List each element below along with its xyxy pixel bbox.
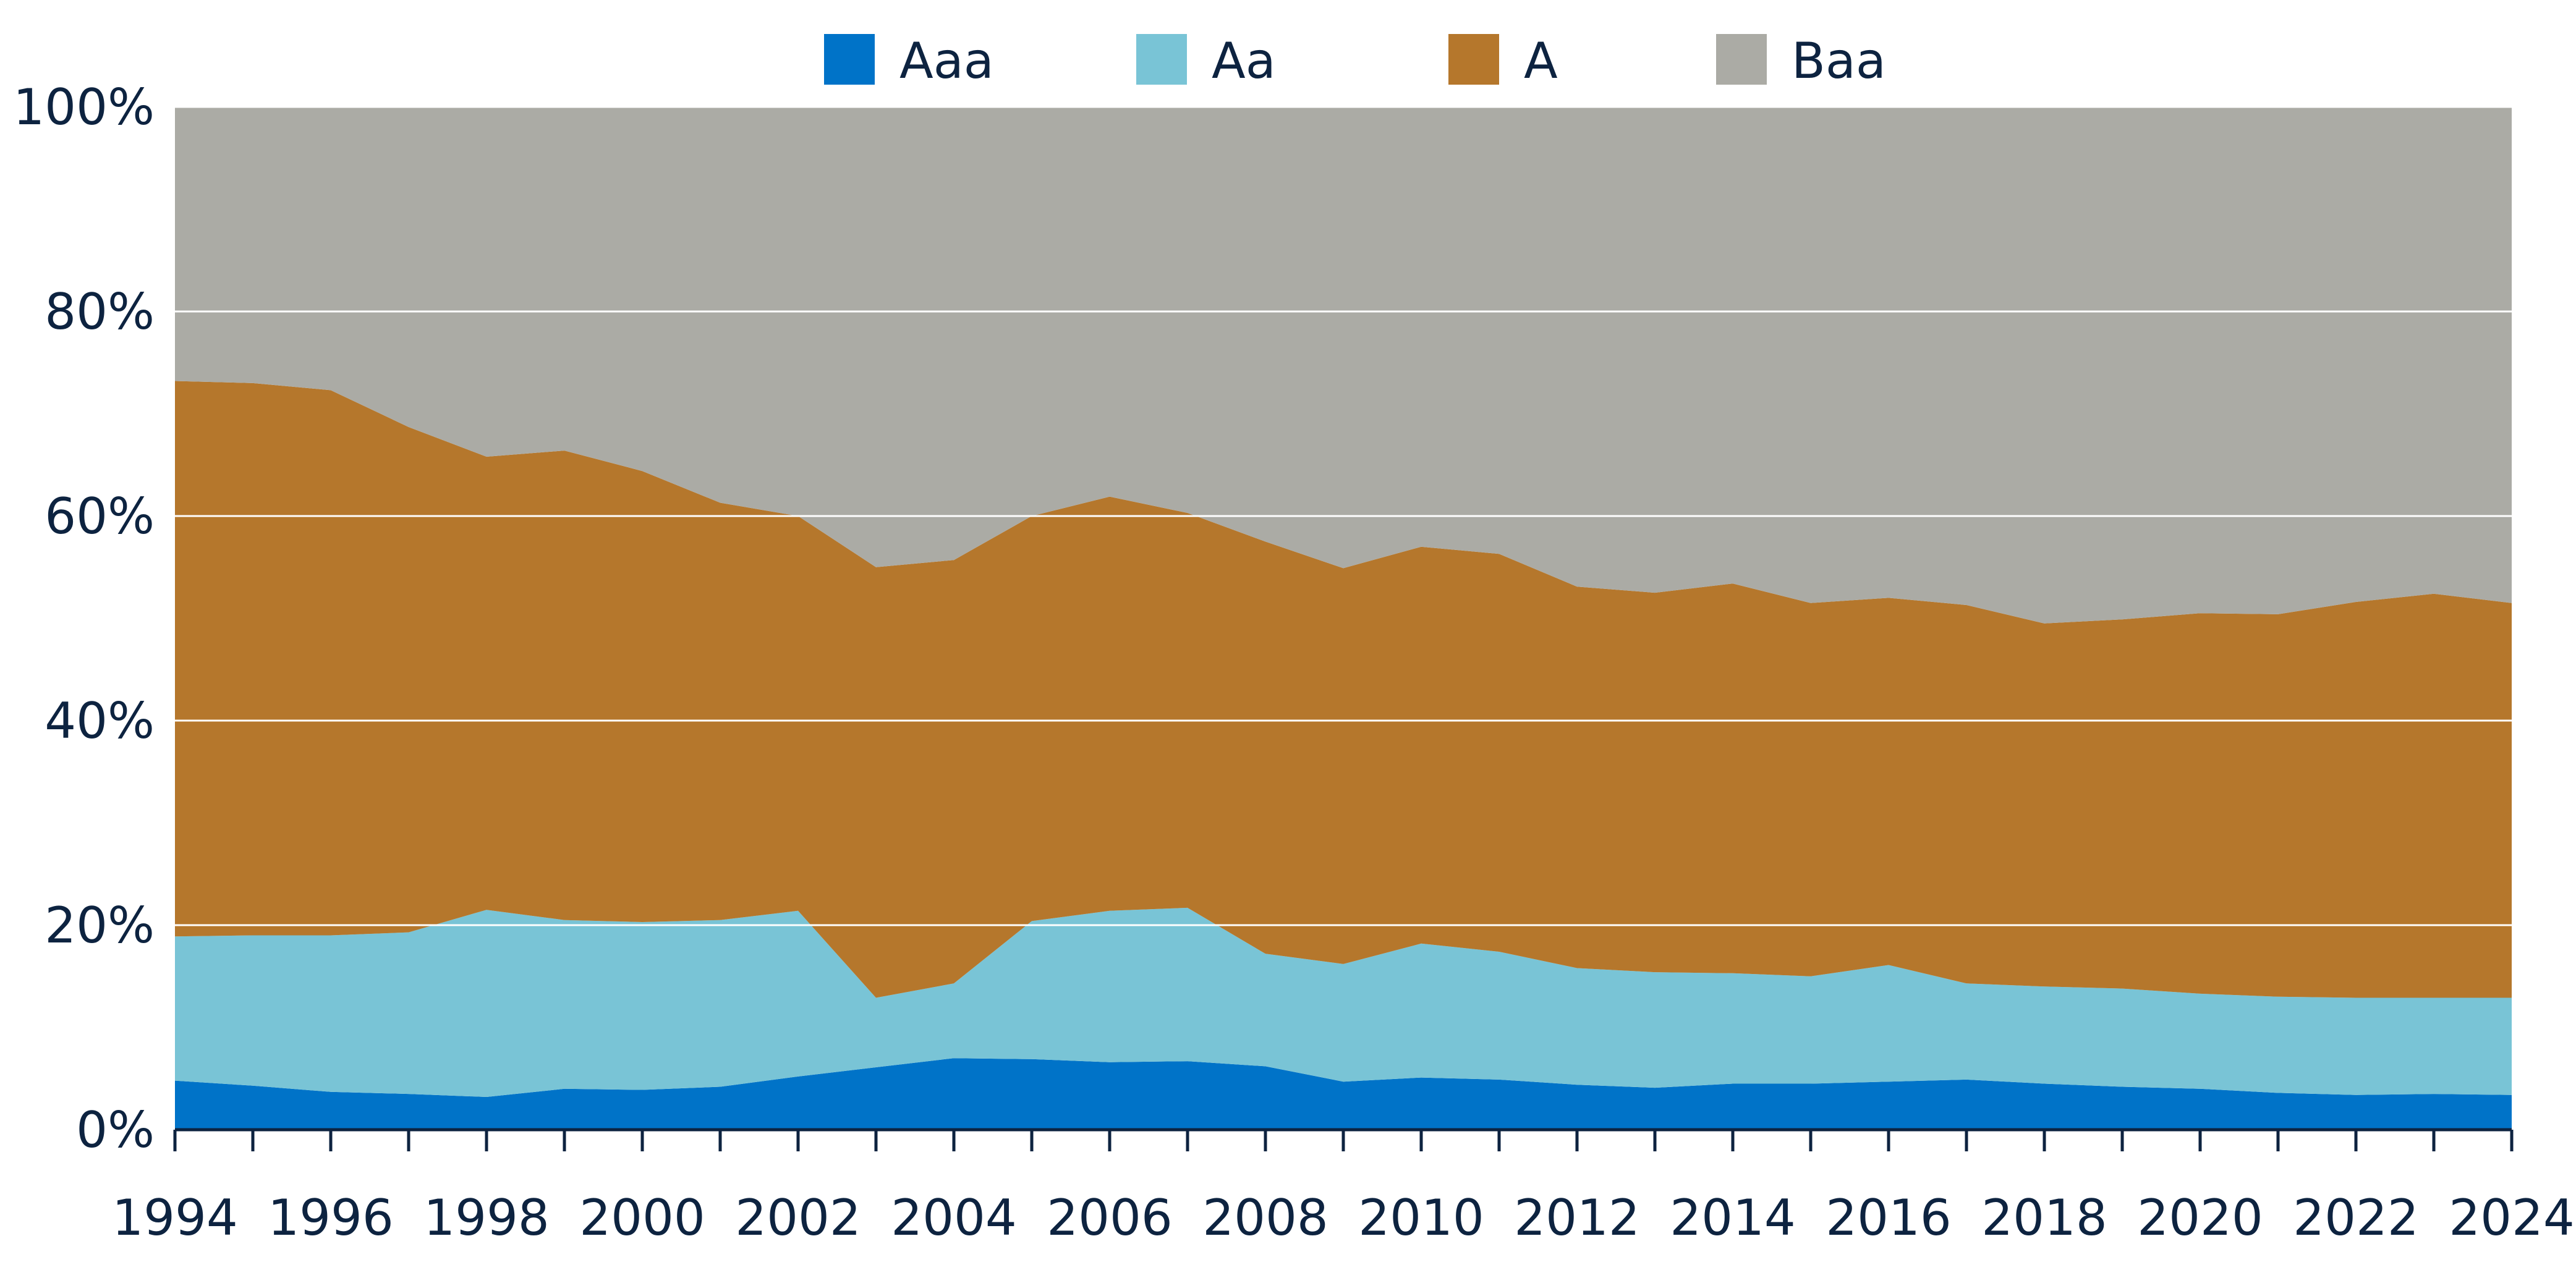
x-tick-label: 2012 [1514,1189,1640,1247]
x-tick-label: 2016 [1826,1189,1952,1247]
x-tick-label: 1994 [112,1189,238,1247]
area-series-aaa [175,1058,2512,1130]
x-tick-label: 2020 [2137,1189,2263,1247]
x-tick-label: 2014 [1670,1189,1796,1247]
x-axis: 1994 1996 1998 2000 2002 2004 2006 2008 2010 2012… [112,1128,2575,1247]
x-tick-label: 2002 [735,1189,861,1247]
area-series-baa [175,107,2512,624]
area-series-a [175,381,2512,998]
x-tick-label: 2008 [1202,1189,1328,1247]
y-tick-label: 40% [45,692,155,750]
x-tick-label: 1996 [268,1189,394,1247]
x-tick-label: 2000 [579,1189,705,1247]
y-tick-label: 100% [13,78,155,136]
x-tick-label: 2018 [1981,1189,2107,1247]
x-tick-label: 2010 [1358,1189,1484,1247]
y-axis-ticks: 0% 20% 40% 60% 80% 100% [13,78,155,1159]
legend-swatch-aa [1136,34,1187,85]
y-tick-label: 60% [45,488,155,545]
legend-label-baa: Baa [1792,32,1886,90]
x-tick-label: 2022 [2293,1189,2419,1247]
legend-label-aa: Aa [1212,32,1276,90]
legend-swatch-baa [1716,34,1767,85]
y-tick-label: 20% [45,897,155,954]
legend-swatch-a [1448,34,1499,85]
y-tick-label: 80% [45,283,155,341]
legend-label-aaa: Aaa [899,32,994,90]
legend-swatch-aaa [824,34,875,85]
x-tick-label: 2004 [891,1189,1017,1247]
x-tick-label: 2024 [2449,1189,2575,1247]
x-tick-label: 2006 [1047,1189,1173,1247]
chart-areas [175,107,2512,1130]
area-series-aa [175,907,2512,1097]
legend-label-a: A [1524,32,1558,90]
gridlines [175,106,2512,926]
chart-legend: Aaa Aa A Baa [824,32,1886,90]
x-tick-label: 1998 [423,1189,550,1247]
y-tick-label: 0% [76,1101,155,1159]
